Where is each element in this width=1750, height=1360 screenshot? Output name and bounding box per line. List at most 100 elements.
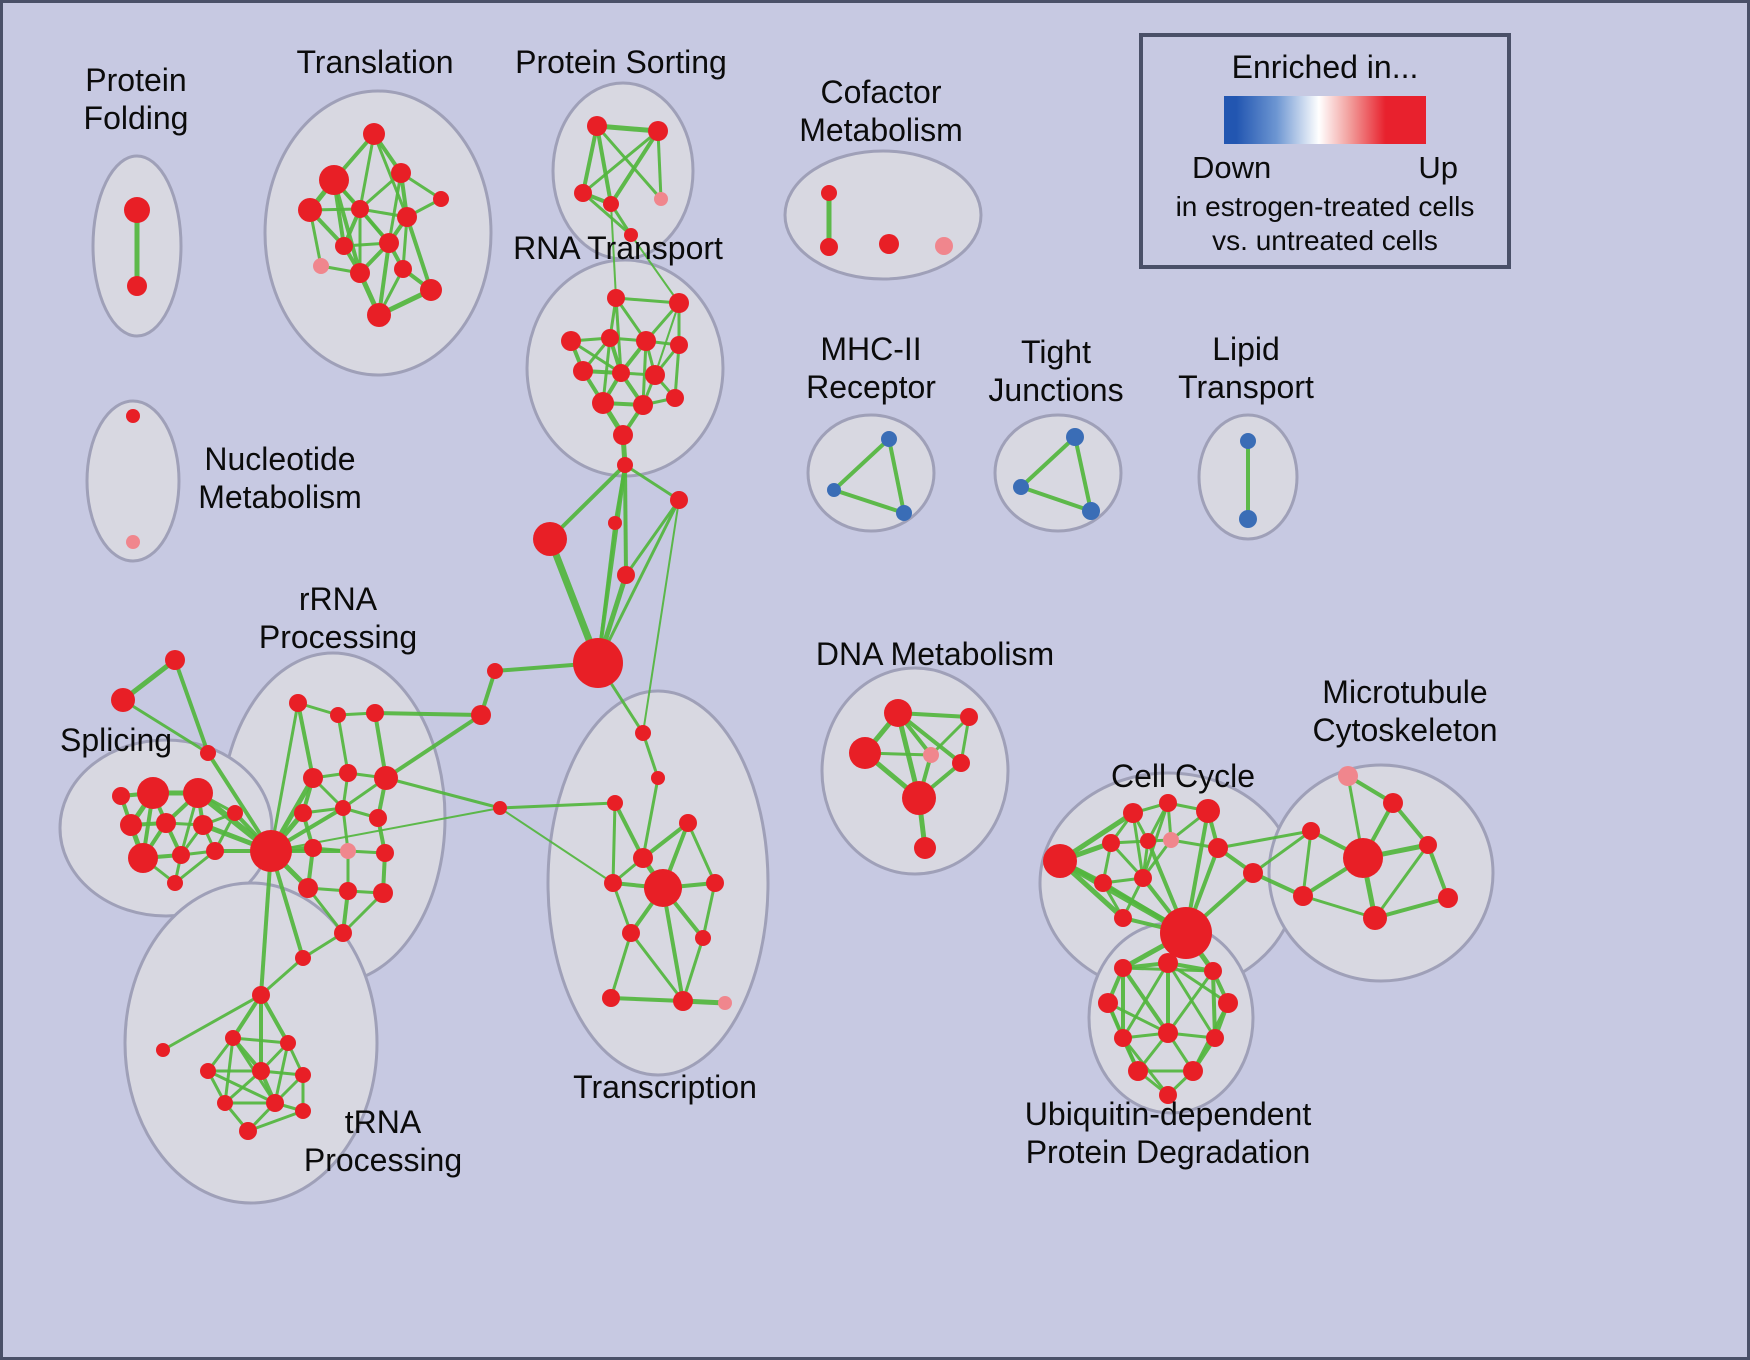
node-sp2 [183, 778, 213, 808]
node-ps3 [574, 184, 592, 202]
node-tr4 [298, 198, 322, 222]
node-f1 [617, 457, 633, 473]
node-g1 [487, 663, 503, 679]
cluster-label-protein-sorting: Protein Sorting [515, 44, 727, 80]
edge-ps2-ps4 [609, 129, 660, 206]
node-mc4 [1343, 838, 1383, 878]
node-tr13 [420, 279, 442, 301]
edge-f1-f3 [548, 463, 627, 541]
node-tc7 [644, 869, 682, 907]
edge-rr1-rr5 [296, 702, 315, 779]
edge-rr19-tn4 [259, 994, 290, 1044]
node-tr10 [313, 258, 329, 274]
node-tc2 [651, 771, 665, 785]
cluster-label-translation: Translation [296, 44, 453, 80]
node-rt2 [669, 293, 689, 313]
edge-rr7-g3 [385, 776, 501, 810]
node-tn10 [295, 1103, 311, 1119]
node-dm5 [952, 754, 970, 772]
node-ub2 [1158, 953, 1178, 973]
cluster-label-ubiquitin-degradation: Ubiquitin-dependent Protein Degradation [1025, 1096, 1312, 1170]
node-fs3 [200, 745, 216, 761]
edge-mc5-mc7 [1373, 844, 1430, 919]
edge-tc10-tc12 [681, 937, 705, 1002]
node-cm1 [821, 185, 837, 201]
edge-f1-f2 [624, 463, 680, 502]
node-mh3 [896, 505, 912, 521]
node-rt6 [670, 336, 688, 354]
node-hub [573, 638, 623, 688]
legend-down-label: Down [1192, 150, 1272, 185]
node-rt5 [636, 331, 656, 351]
legend-title: Enriched in... [1231, 49, 1419, 85]
node-cc10 [1134, 869, 1152, 887]
node-sp7 [227, 805, 243, 821]
node-cc4 [1196, 799, 1220, 823]
node-tc13 [718, 996, 732, 1010]
edge-g2-rr3 [374, 711, 482, 717]
edge-tr9-tr14 [377, 242, 391, 316]
node-rr19 [252, 986, 270, 1004]
node-tc6 [604, 874, 622, 892]
node-sp9 [172, 846, 190, 864]
node-tc8 [706, 874, 724, 892]
node-rt8 [612, 364, 630, 382]
node-mc2 [1383, 793, 1403, 813]
node-cc1 [1043, 844, 1077, 878]
node-mc7 [1363, 906, 1387, 930]
node-nm2 [126, 535, 140, 549]
node-rt7 [573, 361, 593, 381]
cluster-label-transcription: Transcription [573, 1069, 757, 1105]
node-cc6 [1140, 833, 1156, 849]
node-cc13 [1114, 909, 1132, 927]
node-rt1 [607, 289, 625, 307]
cluster-label-cofactor-metabolism: Cofactor Metabolism [799, 74, 963, 148]
node-rr14 [298, 878, 318, 898]
node-rr16 [373, 883, 393, 903]
edge-tj1-tj2 [1019, 435, 1077, 489]
node-tr14 [367, 303, 391, 327]
edge-ps2-ps5 [656, 130, 663, 200]
node-rt12 [666, 389, 684, 407]
node-dm7 [914, 837, 936, 859]
cluster-label-rna-transport: RNA Transport [513, 230, 723, 266]
node-tn4 [280, 1035, 296, 1051]
node-dm6 [902, 781, 936, 815]
edge-tc4-tc8 [686, 822, 717, 884]
node-dm1 [884, 699, 912, 727]
cluster-ellipse-dna-metabolism [820, 666, 1010, 876]
edge-ub3-ub7 [1166, 970, 1215, 1034]
node-mh1 [881, 431, 897, 447]
edge-fs1-fs3 [173, 659, 210, 754]
edge-ps4-rt1 [610, 203, 617, 299]
node-tr5 [351, 200, 369, 218]
node-rr10 [369, 809, 387, 827]
edge-g3-tc3 [499, 801, 616, 810]
node-f2 [670, 491, 688, 509]
node-cc2 [1123, 803, 1143, 823]
legend-subtitle-line2: vs. untreated cells [1212, 225, 1438, 256]
edge-tr1-tr6 [372, 133, 409, 218]
cluster-ellipse-microtubule-cytoskeleton [1267, 763, 1495, 983]
node-rr3 [366, 704, 384, 722]
node-cc12 [1160, 907, 1212, 959]
node-tn7 [295, 1067, 311, 1083]
edge-tn1-rr19 [162, 993, 262, 1052]
node-ub4 [1098, 993, 1118, 1013]
node-rt13 [613, 425, 633, 445]
edge-tr1-tr5 [358, 133, 376, 210]
node-f4 [608, 516, 622, 530]
edge-ub2-ub5 [1167, 961, 1229, 1005]
node-rr9 [335, 800, 351, 816]
edge-tr2-tr11 [332, 179, 362, 274]
node-tn1 [156, 1043, 170, 1057]
edge-mc6-mc7 [1302, 894, 1376, 920]
node-cc11 [1243, 863, 1263, 883]
node-cc3 [1159, 794, 1177, 812]
node-tr1 [363, 123, 385, 145]
edge-g2-rr7 [384, 713, 483, 780]
node-tj3 [1082, 502, 1100, 520]
edge-g3-tc6 [499, 807, 614, 884]
node-sp11 [167, 875, 183, 891]
node-mc5 [1419, 836, 1437, 854]
